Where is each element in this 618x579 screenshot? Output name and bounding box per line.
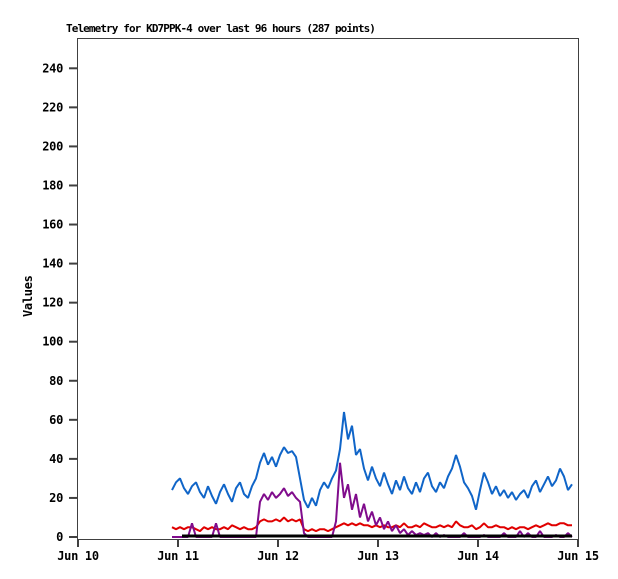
y-tick-label: 160 xyxy=(42,218,63,232)
y-tick-label: 140 xyxy=(42,257,63,271)
x-tick-label: Jun 15 xyxy=(557,549,599,563)
x-tick-label: Jun 13 xyxy=(357,549,399,563)
x-tick-label: Jun 12 xyxy=(257,549,299,563)
channel-blue-line xyxy=(171,411,573,510)
y-tick-label: 40 xyxy=(49,452,63,466)
y-tick-label: 0 xyxy=(56,530,63,544)
x-tick-label: Jun 14 xyxy=(457,549,499,563)
y-tick-label: 20 xyxy=(49,491,63,505)
y-tick-label: 240 xyxy=(42,61,63,75)
y-axis-title: Values xyxy=(21,275,35,317)
y-tick-label: 200 xyxy=(42,139,63,153)
x-tick-label: Jun 11 xyxy=(157,549,199,563)
plot-frame xyxy=(77,38,579,540)
chart-title: Telemetry for KD7PPK-4 over last 96 hour… xyxy=(66,22,376,35)
y-tick-label: 80 xyxy=(49,374,63,388)
y-tick-label: 220 xyxy=(42,100,63,114)
y-tick-label: 60 xyxy=(49,413,63,427)
x-tick-label: Jun 10 xyxy=(57,549,99,563)
y-tick-label: 180 xyxy=(42,178,63,192)
y-tick-label: 100 xyxy=(42,335,63,349)
channel-red-line xyxy=(171,516,572,533)
y-tick-label: 120 xyxy=(42,296,63,310)
